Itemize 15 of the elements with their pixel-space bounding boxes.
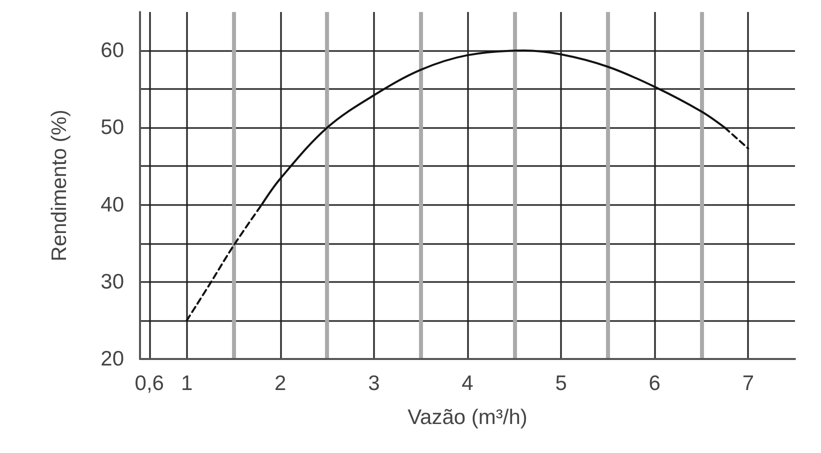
- x-tick-label: 1: [180, 372, 193, 395]
- y-tick-label: 50: [100, 116, 124, 140]
- x-tick-label: 5: [555, 372, 567, 395]
- x-tick-label: 2: [274, 372, 286, 395]
- y-tick-label: 60: [100, 39, 124, 62]
- x-tick-label: 7: [742, 372, 754, 395]
- x-tick-label: 6: [648, 372, 660, 395]
- y-axis-title: Rendimento (%): [48, 110, 71, 262]
- x-axis-title: Vazão (m³/h): [408, 406, 528, 429]
- y-tick-label: 30: [100, 270, 124, 294]
- y-tick-label: 40: [100, 193, 124, 216]
- x-tick-label: 4: [462, 372, 474, 395]
- x-tick-label: 3: [368, 372, 380, 395]
- x-tick-label: 0,6: [134, 372, 164, 395]
- y-tick-label: 20: [100, 348, 124, 370]
